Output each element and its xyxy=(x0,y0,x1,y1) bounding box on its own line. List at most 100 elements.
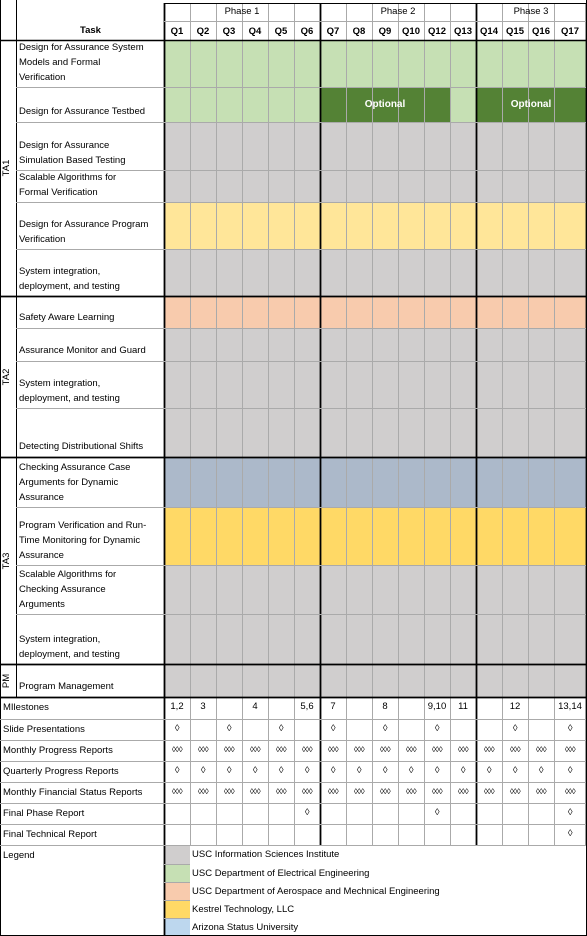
quarter-header: Q2 xyxy=(196,26,210,37)
quarter-header: Q7 xyxy=(326,26,340,37)
deliverable-cell: ◊◊◊ xyxy=(431,745,443,754)
deliverable-cell: ◊◊◊ xyxy=(405,787,417,796)
task-label-line: Arguments xyxy=(19,599,65,610)
deliverable-cell: ◊ xyxy=(567,723,573,734)
deliverable-cell: ◊ xyxy=(486,765,492,776)
task-label-line: Design for Assurance System xyxy=(19,42,144,53)
deliverable-cell: ◊◊◊ xyxy=(249,745,261,754)
task-bar xyxy=(164,361,586,408)
task-label-line: Verification xyxy=(19,234,66,245)
deliverable-cell: ◊ xyxy=(330,723,336,734)
quarter-header: Q10 xyxy=(402,26,420,37)
task-label-line: Design for Assurance Program xyxy=(19,219,149,230)
deliverable-cell: ◊◊◊ xyxy=(564,745,576,754)
optional-label: Optional xyxy=(364,99,406,110)
deliverable-cell: ◊◊◊ xyxy=(353,787,365,796)
quarter-header: Q9 xyxy=(378,26,392,37)
deliverable-cell: ◊ xyxy=(174,723,180,734)
deliverable-cell: ◊ xyxy=(174,765,180,776)
deliverable-cell: ◊ xyxy=(512,723,518,734)
task-label-line: System integration, xyxy=(19,634,101,645)
group-label: TA1 xyxy=(1,159,12,177)
quarter-header: Q14 xyxy=(480,26,498,37)
task-label: System integration, deployment, and testi… xyxy=(19,632,162,662)
task-label: System integration, deployment, and testi… xyxy=(19,264,162,294)
deliverable-cell: ◊ xyxy=(278,723,284,734)
task-bar xyxy=(164,457,586,507)
task-bar xyxy=(164,296,586,328)
task-label: Checking Assurance Case Arguments for Dyn… xyxy=(19,460,162,505)
legend-text: USC Department of Aerospace and Mechnica… xyxy=(192,886,440,897)
deliverable-cell: ◊ xyxy=(278,765,284,776)
deliverable-cell: ◊ xyxy=(408,765,414,776)
group-label: TA2 xyxy=(1,368,12,385)
legend-swatch xyxy=(164,918,190,936)
deliverable-cell: ◊◊◊ xyxy=(223,787,235,796)
deliverable-cell: ◊◊◊ xyxy=(483,787,495,796)
deliverable-label: Monthly Progress Reports xyxy=(3,745,113,756)
task-bar xyxy=(164,40,586,87)
task-bar xyxy=(164,565,586,614)
deliverable-cell: ◊◊◊ xyxy=(197,745,209,754)
optional-bar xyxy=(320,87,450,122)
deliverable-cell: 5,6 xyxy=(300,701,314,712)
task-label-line: Simulation Based Testing xyxy=(19,155,126,166)
quarter-header: Q5 xyxy=(274,26,288,37)
deliverable-cell: ◊◊◊ xyxy=(275,745,287,754)
task-label: Design for Assurance System Models and Fo… xyxy=(19,40,162,85)
deliverable-cell: ◊ xyxy=(434,765,440,776)
quarter-header: Q1 xyxy=(170,26,184,37)
legend-title: Legend xyxy=(3,850,35,861)
deliverable-cell: ◊ xyxy=(252,765,258,776)
task-label: Program Management xyxy=(19,679,162,694)
task-label: System integration, deployment, and testi… xyxy=(19,376,162,406)
deliverable-cell: ◊ xyxy=(356,765,362,776)
quarter-header: Q17 xyxy=(561,26,579,37)
deliverable-label: MIlestones xyxy=(3,702,49,713)
task-label-line: System integration, xyxy=(19,266,101,277)
task-label-line: Program Management xyxy=(19,681,114,692)
task-label: Design for Assurance Program Verification xyxy=(19,217,162,247)
task-label-line: Assurance Monitor and Guard xyxy=(19,345,146,356)
deliverable-cell: ◊◊◊ xyxy=(379,745,391,754)
deliverable-cell: ◊ xyxy=(538,765,544,776)
task-bar xyxy=(164,507,586,565)
phase-header: Phase 2 xyxy=(380,6,416,17)
task-label-line: Design for Assurance Testbed xyxy=(19,106,146,117)
quarter-header: Q16 xyxy=(532,26,550,37)
legend-text: Arizona Status University xyxy=(192,922,299,933)
deliverable-cell: ◊◊◊ xyxy=(223,745,235,754)
phase-header: Phase 3 xyxy=(513,6,549,17)
task-label-line: Design for Assurance xyxy=(19,140,110,151)
deliverable-cell: ◊◊◊ xyxy=(431,787,443,796)
deliverable-cell: ◊◊◊ xyxy=(171,745,183,754)
deliverable-label: Quarterly Progress Reports xyxy=(3,766,119,777)
task-label-line: Models and Formal xyxy=(19,57,101,68)
deliverable-cell: ◊ xyxy=(567,807,573,818)
deliverable-cell: ◊◊◊ xyxy=(327,745,339,754)
deliverable-label: Monthly Financial Status Reports xyxy=(3,787,143,798)
quarter-header: Q13 xyxy=(454,26,472,37)
deliverable-cell: ◊ xyxy=(567,828,573,839)
deliverable-cell: 1,2 xyxy=(170,701,184,712)
deliverable-cell: ◊ xyxy=(226,765,232,776)
deliverable-cell: ◊◊◊ xyxy=(564,787,576,796)
quarter-header: Q12 xyxy=(428,26,446,37)
deliverable-cell: ◊ xyxy=(382,723,388,734)
deliverable-cell: 7 xyxy=(330,701,336,712)
task-label: Design for Assurance Simulation Based Tes… xyxy=(19,138,162,168)
task-bar xyxy=(164,170,586,202)
task-label-line: deployment, and testing xyxy=(19,649,120,660)
deliverable-cell: ◊◊◊ xyxy=(301,745,313,754)
deliverable-cell: ◊◊◊ xyxy=(171,787,183,796)
deliverable-cell: ◊◊◊ xyxy=(327,787,339,796)
deliverable-cell: ◊◊◊ xyxy=(535,745,547,754)
task-label-line: Checking Assurance xyxy=(19,584,106,595)
task-label-line: Verification xyxy=(19,72,66,83)
deliverable-cell: ◊ xyxy=(200,765,206,776)
quarter-header: Q4 xyxy=(248,26,262,37)
deliverable-cell: ◊◊◊ xyxy=(301,787,313,796)
task-bar xyxy=(164,249,586,296)
deliverable-cell: ◊ xyxy=(304,807,310,818)
